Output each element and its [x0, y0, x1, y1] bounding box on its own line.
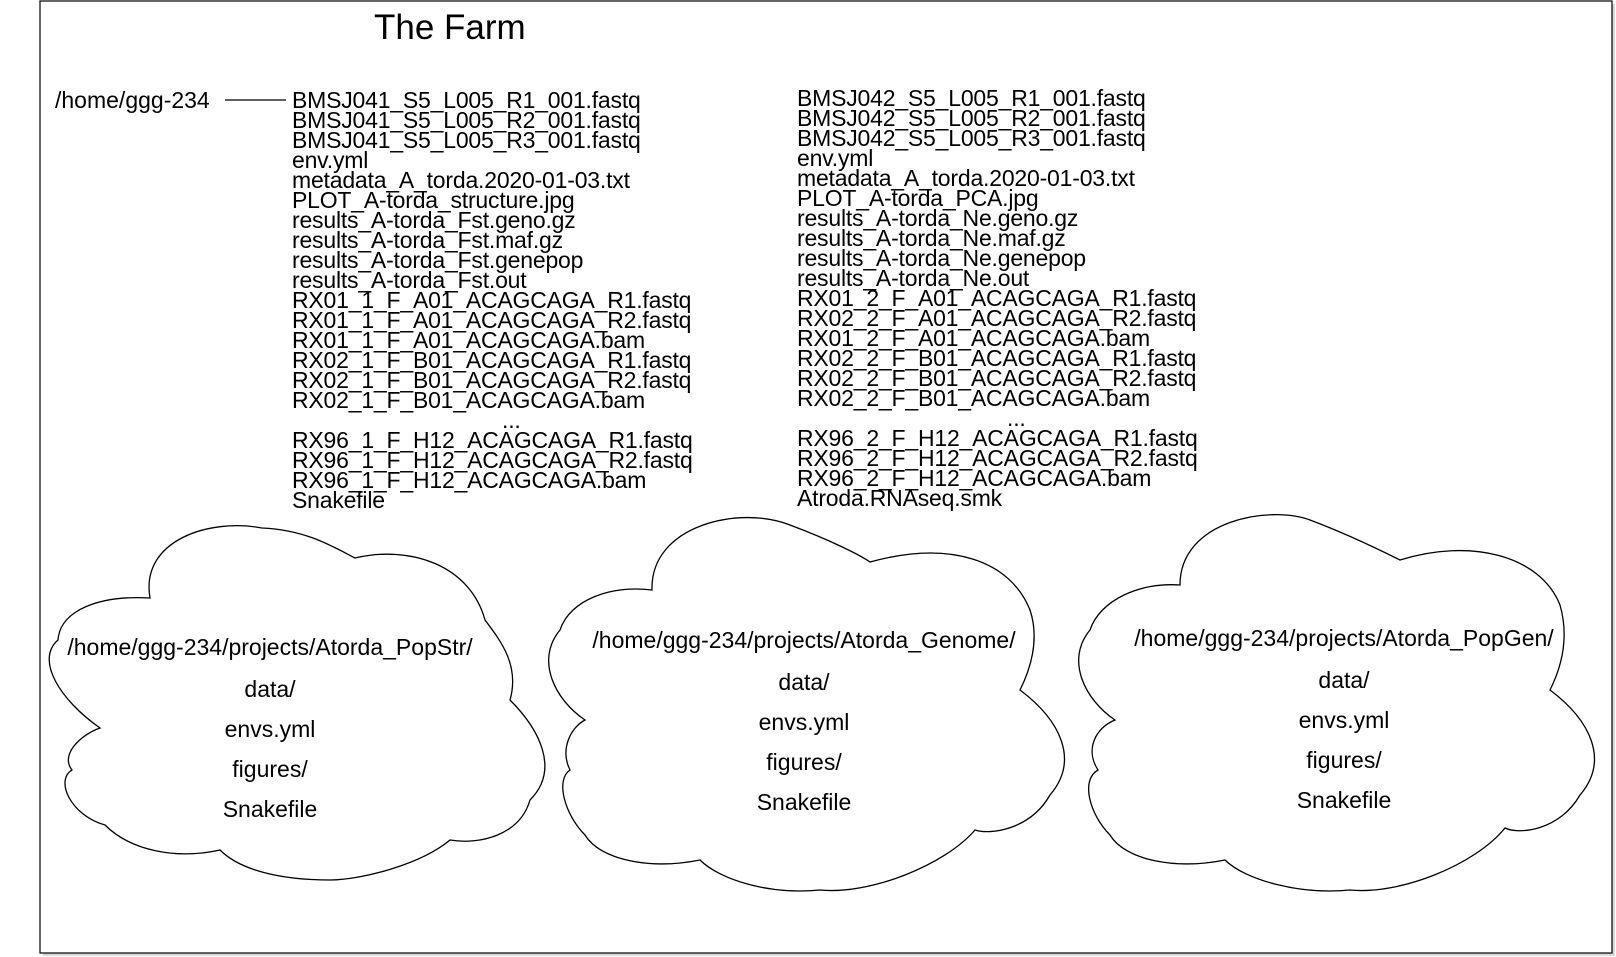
file-list-item: RX01_1_F_A01_ACAGCAGA_R2.fastq [292, 307, 692, 333]
file-list-item: results_A-torda_Ne.geno.gz [797, 205, 1079, 231]
file-list-item: RX02_2_F_B01_ACAGCAGA.bam [797, 385, 1150, 411]
cloud-shape-popstr [48, 525, 546, 881]
file-list-item: RX02_1_F_B01_ACAGCAGA_R1.fastq [292, 347, 692, 373]
file-list-item: PLOT_A-torda_PCA.jpg [797, 185, 1039, 211]
file-list-item: RX01_1_F_A01_ACAGCAGA_R1.fastq [292, 287, 692, 313]
file-list-item: RX02_2_F_A01_ACAGCAGA_R2.fastq [797, 305, 1197, 331]
cloud-item: data/ [1318, 667, 1370, 693]
file-list-item: results_A-torda_Ne.genepop [797, 245, 1086, 271]
cloud-item: envs.yml [1298, 707, 1390, 733]
cloud-shape-genome [548, 516, 1066, 892]
file-list-item: BMSJ041_S5_L005_R3_001.fastq [292, 127, 641, 153]
file-list-item: RX02_2_F_B01_ACAGCAGA_R1.fastq [797, 345, 1197, 371]
cloud-item: data/ [778, 669, 830, 695]
file-list-item: results_A-torda_Fst.out [292, 267, 527, 293]
cloud-item-list: data/ envs.yml figures/ Snakefile [560, 662, 1048, 822]
cloud-path-label: /home/ggg-234/projects/Atorda_Genome/ [592, 627, 1016, 653]
file-list-item: results_A-torda_Fst.geno.gz [292, 207, 576, 233]
file-list-item: results_A-torda_Fst.maf.gz [292, 227, 563, 253]
cloud-shape-popgen [1078, 514, 1596, 892]
frame-border [39, 0, 1613, 954]
cloud-item-list: data/ envs.yml figures/ Snakefile [1100, 660, 1588, 820]
diagram-title: The Farm [374, 8, 526, 47]
cloud-path-label: /home/ggg-234/projects/Atorda_PopGen/ [1134, 625, 1554, 651]
cloud-item: Snakefile [222, 796, 318, 822]
file-list-item: RX01_1_F_A01_ACAGCAGA.bam [292, 327, 645, 353]
file-list-item: Snakefile [292, 487, 385, 513]
file-list-item: RX02_1_F_B01_ACAGCAGA_R2.fastq [292, 367, 692, 393]
file-list-item: BMSJ042_S5_L005_R2_001.fastq [797, 105, 1146, 131]
file-list-ellipsis: ... [1007, 405, 1026, 431]
cloud-path-label: /home/ggg-234/projects/Atorda_PopStr/ [67, 634, 473, 660]
file-list-left: BMSJ041_S5_L005_R1_001.fastq BMSJ041_S5_L… [292, 87, 693, 513]
file-list-right: BMSJ042_S5_L005_R1_001.fastq BMSJ042_S5_L… [797, 85, 1198, 511]
cloud-item: Snakefile [1296, 787, 1392, 813]
file-list-item: env.yml [292, 147, 369, 173]
file-list-item: PLOT_A-torda_structure.jpg [292, 187, 575, 213]
file-list-item: RX96_2_F_H12_ACAGCAGA_R2.fastq [797, 445, 1198, 471]
file-list-item: metadata_A_torda.2020-01-03.txt [797, 165, 1135, 191]
file-list-item: RX96_1_F_H12_ACAGCAGA.bam [292, 467, 647, 493]
file-list-item: BMSJ042_S5_L005_R3_001.fastq [797, 125, 1146, 151]
cloud-item: Snakefile [756, 789, 852, 815]
file-list-item: RX96_2_F_H12_ACAGCAGA_R1.fastq [797, 425, 1198, 451]
file-list-item: BMSJ041_S5_L005_R1_001.fastq [292, 87, 641, 113]
cloud-item: figures/ [232, 756, 308, 782]
file-list-item: results_A-torda_Ne.out [797, 265, 1030, 291]
file-list-item: RX02_2_F_B01_ACAGCAGA_R2.fastq [797, 365, 1197, 391]
cloud-item: envs.yml [758, 709, 850, 735]
cloud-popgen: /home/ggg-234/projects/Atorda_PopGen/ da… [1100, 618, 1588, 820]
home-directory-label: /home/ggg-234 [55, 87, 210, 113]
file-list-item: Atroda.RNAseq.smk [797, 485, 1002, 511]
file-list-item: RX02_1_F_B01_ACAGCAGA.bam [292, 387, 645, 413]
cloud-item-list: data/ envs.yml figures/ Snakefile [40, 669, 500, 829]
file-list-item: RX96_1_F_H12_ACAGCAGA_R1.fastq [292, 427, 693, 453]
cloud-item: figures/ [766, 749, 842, 775]
file-list-item: RX01_2_F_A01_ACAGCAGA.bam [797, 325, 1150, 351]
cloud-popstr: /home/ggg-234/projects/Atorda_PopStr/ da… [40, 627, 500, 829]
cloud-item: figures/ [1306, 747, 1382, 773]
file-list-item: results_A-torda_Ne.maf.gz [797, 225, 1066, 251]
file-list-item: RX01_2_F_A01_ACAGCAGA_R1.fastq [797, 285, 1197, 311]
cloud-genome: /home/ggg-234/projects/Atorda_Genome/ da… [560, 620, 1048, 822]
file-list-item: results_A-torda_Fst.genepop [292, 247, 584, 273]
file-list-item: env.yml [797, 145, 874, 171]
cloud-item: data/ [244, 676, 296, 702]
file-list-item: RX96_2_F_H12_ACAGCAGA.bam [797, 465, 1152, 491]
file-list-item: BMSJ041_S5_L005_R2_001.fastq [292, 107, 641, 133]
file-list-item: BMSJ042_S5_L005_R1_001.fastq [797, 85, 1146, 111]
cloud-item: envs.yml [224, 716, 316, 742]
file-list-item: metadata_A_torda.2020-01-03.txt [292, 167, 630, 193]
file-list-item: RX96_1_F_H12_ACAGCAGA_R2.fastq [292, 447, 693, 473]
file-list-ellipsis: ... [502, 407, 521, 433]
